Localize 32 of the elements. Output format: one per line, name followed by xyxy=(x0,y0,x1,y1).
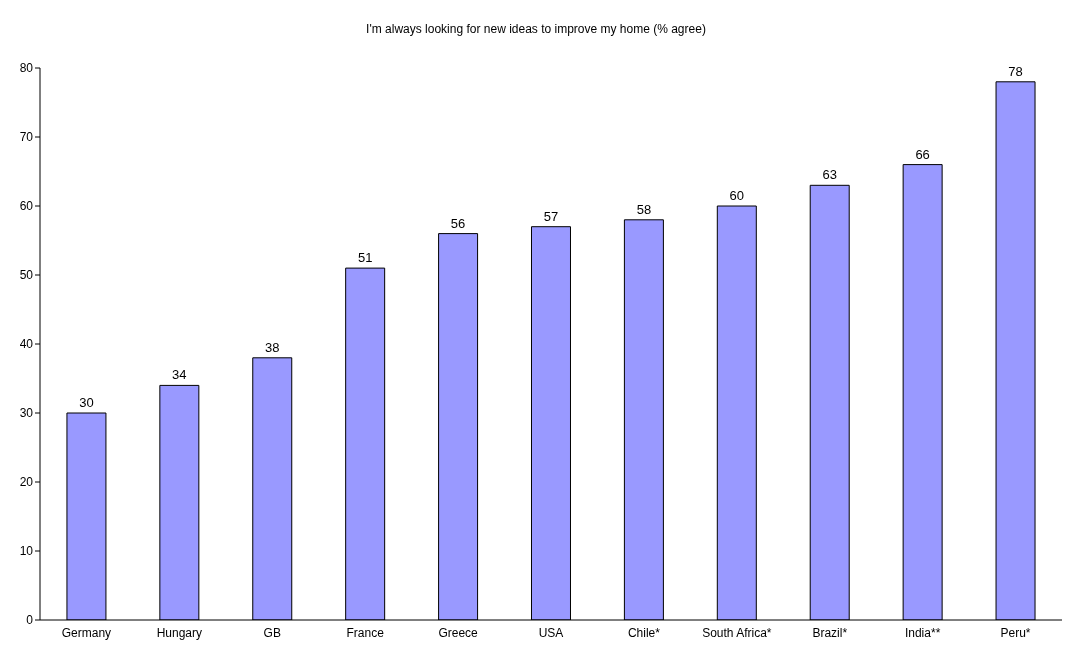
data-label: 60 xyxy=(729,188,745,203)
x-tick-label: India** xyxy=(904,625,941,640)
data-label: 78 xyxy=(1008,63,1023,79)
y-tick-label: 60 xyxy=(19,199,34,214)
x-tick-label: Brazil* xyxy=(812,625,848,640)
x-tick-label: USA xyxy=(538,625,564,640)
data-label: 58 xyxy=(636,201,652,217)
x-tick-label: Chile* xyxy=(627,625,661,640)
x-tick-label: South Africa* xyxy=(702,625,772,640)
chart-title: I'm always looking for new ideas to improve my home (% agree) xyxy=(365,22,707,36)
y-tick-label: 80 xyxy=(19,61,34,76)
y-tick-label: 0 xyxy=(26,613,34,628)
x-tick-label: GB xyxy=(263,625,281,640)
x-tick-label: Greece xyxy=(438,625,479,640)
data-label: 66 xyxy=(915,146,930,162)
data-label: 57 xyxy=(543,208,559,224)
y-tick-label: 50 xyxy=(19,268,34,283)
data-label: 63 xyxy=(822,167,837,183)
data-label: 30 xyxy=(79,395,94,410)
data-label: 51 xyxy=(357,250,373,266)
data-label: 38 xyxy=(265,339,280,355)
x-tick-label: France xyxy=(346,625,385,640)
y-tick-label: 20 xyxy=(19,475,34,490)
y-tick-label: 40 xyxy=(19,337,34,352)
x-tick-label: Germany xyxy=(61,625,112,640)
x-tick-label: Peru* xyxy=(1000,625,1031,640)
data-label: 34 xyxy=(172,367,187,383)
data-label: 56 xyxy=(450,215,466,231)
y-tick-label: 10 xyxy=(19,544,34,559)
x-tick-label: Hungary xyxy=(156,625,203,640)
y-tick-label: 70 xyxy=(19,130,34,145)
y-tick-label: 30 xyxy=(19,406,34,421)
